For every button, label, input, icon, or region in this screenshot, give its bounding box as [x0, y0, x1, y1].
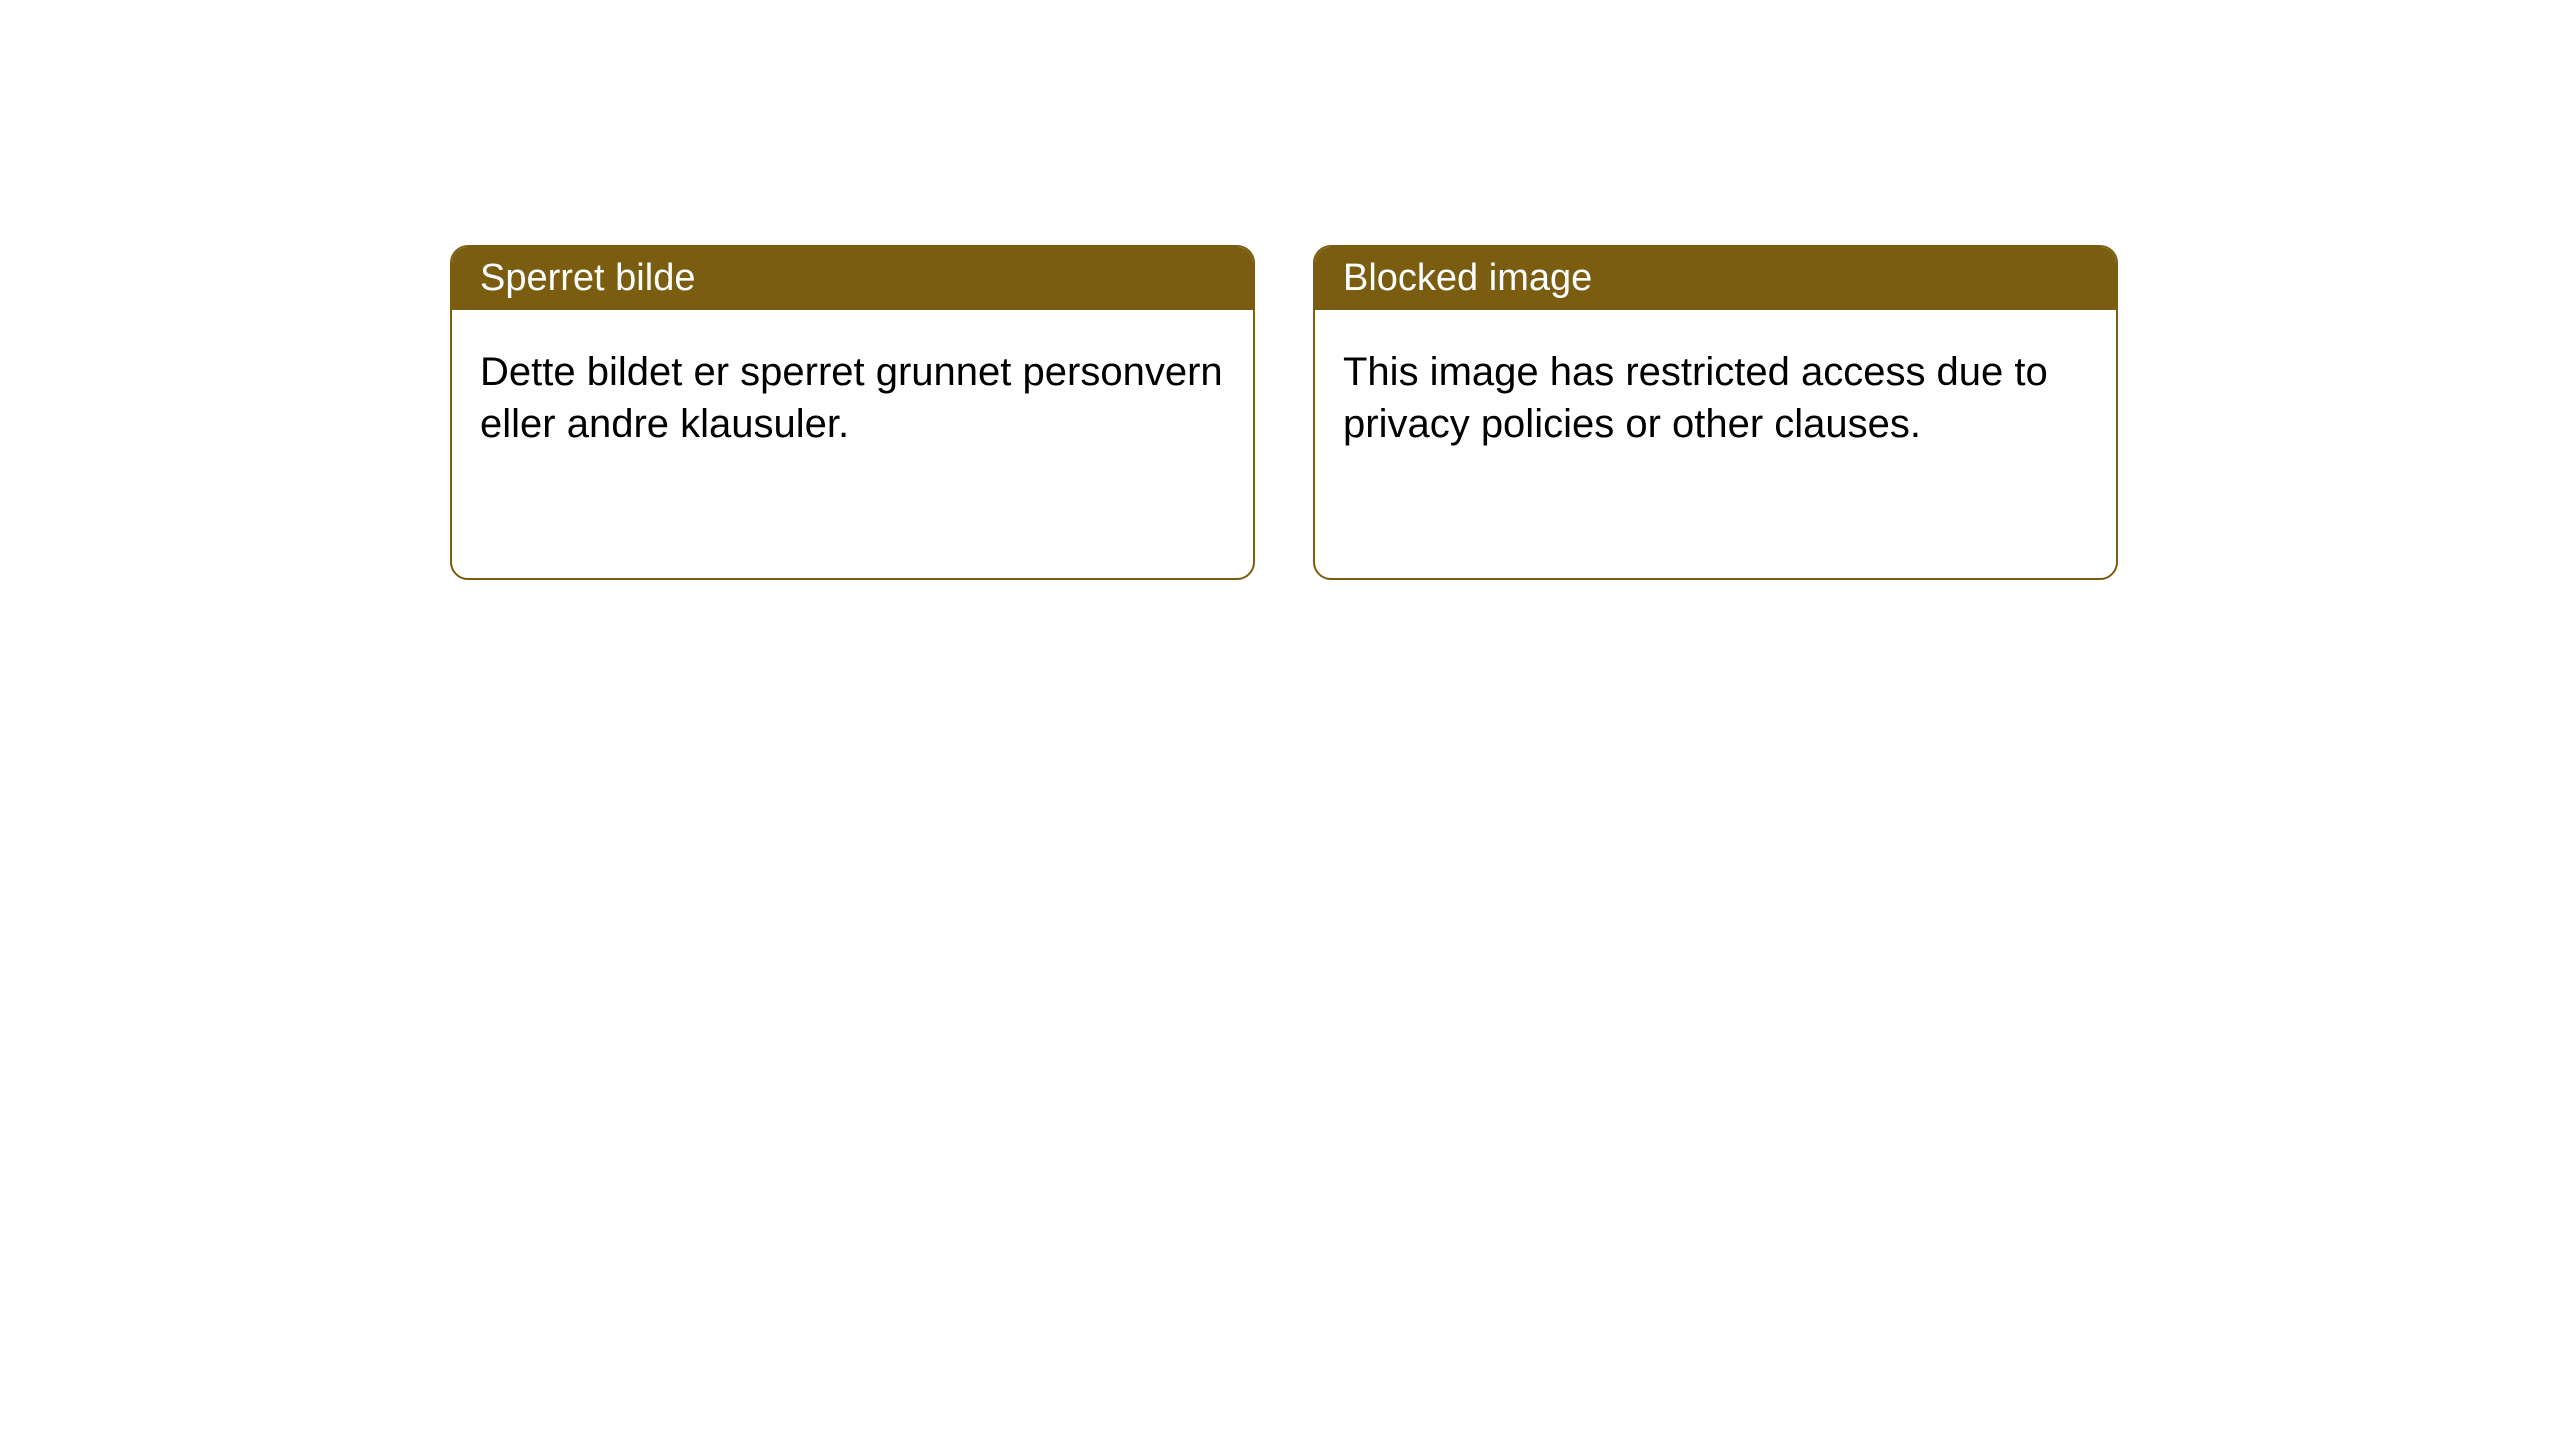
- card-header-no: Sperret bilde: [452, 247, 1253, 310]
- card-body-en: This image has restricted access due to …: [1315, 310, 2116, 486]
- blocked-image-card-no: Sperret bilde Dette bildet er sperret gr…: [450, 245, 1255, 580]
- blocked-image-card-en: Blocked image This image has restricted …: [1313, 245, 2118, 580]
- card-header-en: Blocked image: [1315, 247, 2116, 310]
- card-row: Sperret bilde Dette bildet er sperret gr…: [0, 0, 2560, 580]
- card-body-no: Dette bildet er sperret grunnet personve…: [452, 310, 1253, 486]
